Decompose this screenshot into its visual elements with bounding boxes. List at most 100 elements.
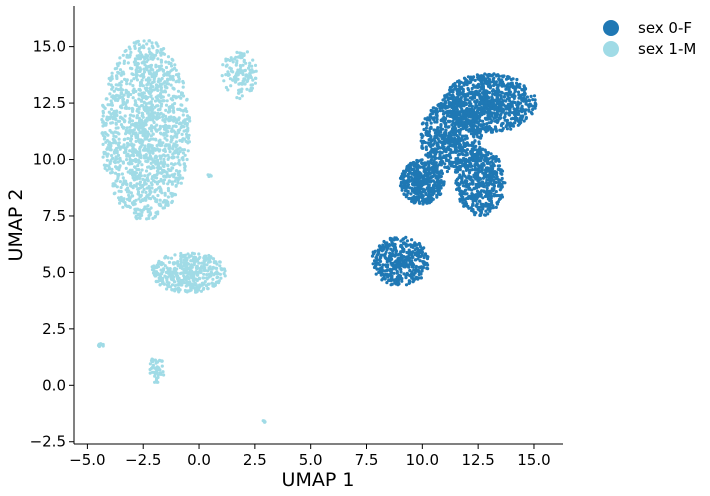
data-point <box>103 106 107 110</box>
data-point <box>162 73 166 78</box>
data-point <box>218 260 222 264</box>
data-point <box>112 134 116 138</box>
data-point <box>479 213 483 217</box>
data-point <box>115 76 119 81</box>
data-point <box>242 53 246 58</box>
data-point <box>454 84 458 88</box>
data-point <box>139 145 143 149</box>
data-point <box>106 133 110 137</box>
data-point <box>498 81 502 85</box>
data-point <box>216 271 220 276</box>
data-point <box>419 272 423 276</box>
data-point <box>119 185 123 190</box>
data-point <box>150 41 154 45</box>
data-point <box>466 80 470 84</box>
data-point <box>146 107 150 111</box>
data-point <box>383 269 387 273</box>
data-point <box>475 189 480 193</box>
data-point <box>376 248 380 252</box>
data-point <box>407 175 411 179</box>
data-point <box>111 137 115 141</box>
data-point <box>521 114 525 118</box>
data-point <box>145 207 149 211</box>
data-point <box>170 200 174 205</box>
data-point <box>126 136 130 141</box>
data-point <box>109 130 113 134</box>
data-point <box>516 83 520 87</box>
data-point <box>469 197 473 201</box>
data-point <box>479 97 484 101</box>
data-point <box>130 72 134 76</box>
data-point <box>482 122 486 126</box>
data-point <box>110 95 114 99</box>
data-point <box>459 190 463 194</box>
data-point <box>478 78 483 82</box>
data-point <box>185 258 189 262</box>
data-point <box>484 89 488 93</box>
data-point <box>405 193 409 197</box>
data-point <box>125 141 130 145</box>
data-point <box>502 95 506 99</box>
data-point <box>140 168 144 172</box>
data-point <box>484 175 488 179</box>
data-point <box>459 97 463 101</box>
data-point <box>434 152 438 156</box>
data-point <box>136 107 140 111</box>
data-point <box>432 159 436 163</box>
data-point <box>143 86 147 90</box>
data-point <box>471 144 475 148</box>
data-point <box>501 180 505 184</box>
data-point <box>460 134 464 138</box>
data-point <box>445 169 449 174</box>
data-point <box>174 184 178 188</box>
data-point <box>523 97 528 101</box>
data-point <box>396 264 400 268</box>
data-point <box>404 174 408 178</box>
data-point <box>173 284 177 288</box>
data-point <box>442 138 446 142</box>
data-point <box>205 276 209 280</box>
data-point <box>396 279 400 283</box>
data-point <box>450 143 454 147</box>
data-point <box>424 145 428 149</box>
data-point <box>180 124 184 128</box>
data-point <box>382 247 386 251</box>
data-point <box>390 240 394 244</box>
data-point <box>146 95 150 99</box>
data-point <box>133 57 137 61</box>
data-point <box>133 44 137 48</box>
data-point <box>166 157 170 161</box>
data-point <box>171 98 175 102</box>
data-point <box>169 135 173 139</box>
scatter-points <box>96 39 538 424</box>
data-point <box>509 83 513 87</box>
data-point <box>446 112 450 116</box>
data-point <box>117 168 121 172</box>
data-point <box>132 154 136 158</box>
data-point <box>127 196 131 200</box>
data-point <box>439 184 443 188</box>
data-point <box>121 126 126 130</box>
data-point <box>148 126 152 131</box>
data-point <box>436 145 440 149</box>
data-point <box>424 126 428 130</box>
data-point <box>169 61 173 66</box>
data-point <box>159 156 163 161</box>
data-point <box>144 78 148 82</box>
data-point <box>159 96 163 100</box>
data-point <box>492 79 496 83</box>
data-point <box>193 271 197 275</box>
data-point <box>400 186 404 190</box>
data-point <box>428 179 432 183</box>
data-point <box>457 124 461 129</box>
data-point <box>170 156 175 160</box>
data-point <box>443 165 447 169</box>
data-point <box>441 112 446 116</box>
data-point <box>466 75 470 79</box>
data-point <box>394 267 398 271</box>
data-point <box>494 126 498 130</box>
data-point <box>387 278 391 282</box>
data-point <box>420 141 425 145</box>
data-point <box>153 175 157 180</box>
data-point <box>468 163 472 167</box>
